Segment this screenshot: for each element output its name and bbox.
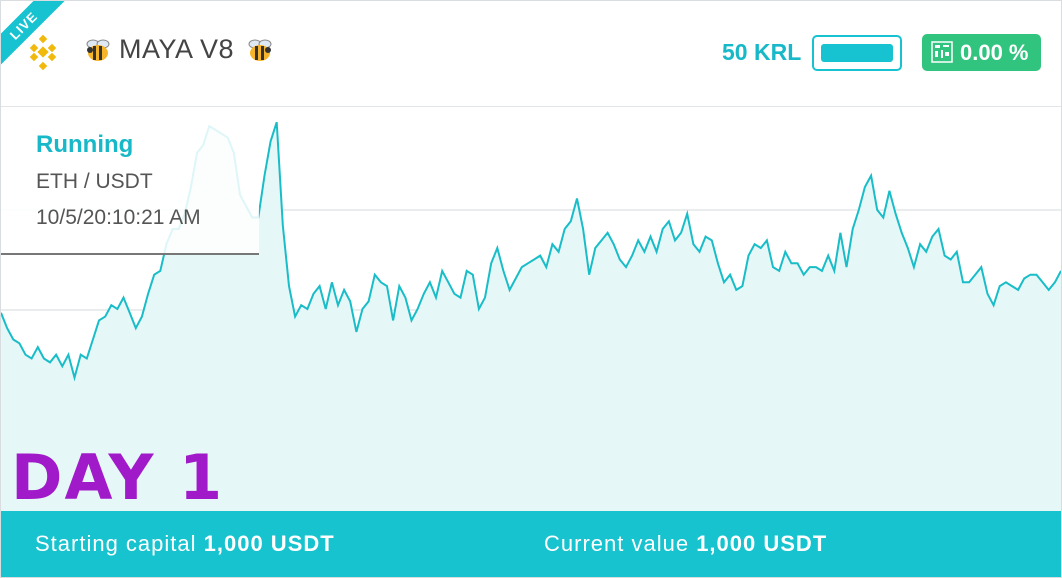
day-label: DAY 1 (11, 441, 225, 514)
info-panel: Running ETH / USDT 10/5/20:10:21 AM (1, 107, 259, 255)
percent-change-value: 0.00 % (960, 40, 1029, 65)
stats-footer: Starting capital 1,000 USDT Current valu… (1, 511, 1061, 577)
starting-capital-label: Starting capital (35, 531, 204, 556)
bot-name: MAYA V8 (119, 34, 235, 64)
krl-progress-bar (812, 35, 902, 71)
starting-capital: Starting capital 1,000 USDT (35, 531, 335, 557)
binance-logo-icon (29, 34, 57, 71)
current-value-label: Current value (544, 531, 697, 556)
krl-progress-fill (821, 44, 893, 62)
krl-balance: 50 KRL (722, 39, 802, 65)
chip-icon (931, 41, 953, 63)
percent-change-badge: 0.00 % (922, 34, 1041, 71)
current-value-amount: 1,000 USDT (696, 531, 828, 556)
bee-icon (86, 39, 110, 61)
starting-capital-value: 1,000 USDT (203, 531, 335, 556)
price-area (1, 122, 1061, 511)
current-value: Current value 1,000 USDT (544, 531, 827, 557)
card-header: LIVE MAYA V8 (1, 1, 1061, 107)
start-datetime: 10/5/20:10:21 AM (36, 206, 201, 229)
trading-pair: ETH / USDT (36, 170, 153, 193)
bot-status: Running (36, 131, 134, 158)
bee-icon (248, 39, 272, 61)
